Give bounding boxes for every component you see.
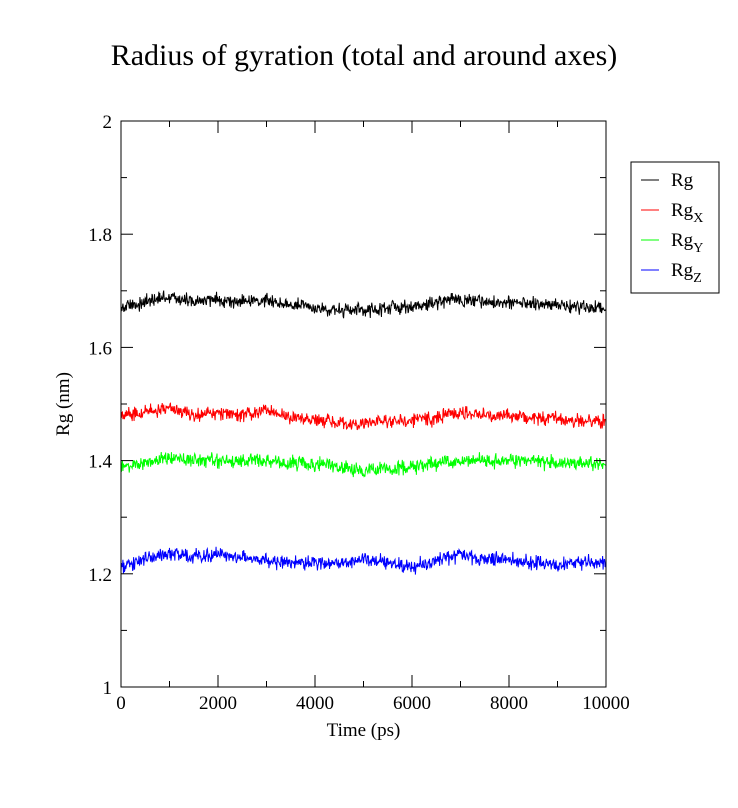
x-axis-label: Time (ps) (327, 720, 401, 741)
x-tick-label: 0 (116, 693, 126, 714)
plot-frame (120, 120, 607, 688)
series-line-rgx (120, 402, 607, 431)
series-line-rg (120, 290, 607, 319)
legend-box (630, 161, 720, 294)
chart-title: Radius of gyration (total and around axe… (111, 39, 618, 72)
x-tick-label: 8000 (490, 693, 528, 714)
axis-tick-labels: 0 2000 4000 6000 8000 10000 1 1.2 1.4 1.6 1.8 2 (88, 112, 630, 714)
series-line-rgz (120, 546, 607, 575)
x-tick-label: 2000 (199, 693, 237, 714)
legend-label-rgz: RgZ (671, 260, 702, 286)
axis-ticks (120, 120, 607, 688)
y-tick-label: 1.2 (88, 565, 112, 586)
legend-label-rgx: RgX (671, 200, 703, 226)
y-tick-label: 1.6 (88, 338, 112, 359)
y-tick-label: 2 (103, 112, 113, 133)
legend-label-rg: Rg (671, 170, 694, 191)
y-tick-label: 1.4 (88, 452, 112, 473)
x-tick-label: 6000 (393, 693, 431, 714)
y-axis-label: Rg (nm) (53, 372, 74, 436)
legend-label-rgy: RgY (671, 230, 703, 256)
y-tick-label: 1.8 (88, 225, 112, 246)
series-line-rgy (120, 451, 607, 478)
legend: Rg RgX RgY RgZ (630, 161, 720, 294)
y-tick-label: 1 (103, 678, 113, 699)
x-tick-label: 10000 (582, 693, 630, 714)
x-tick-label: 4000 (296, 693, 334, 714)
series-layer (120, 290, 607, 575)
